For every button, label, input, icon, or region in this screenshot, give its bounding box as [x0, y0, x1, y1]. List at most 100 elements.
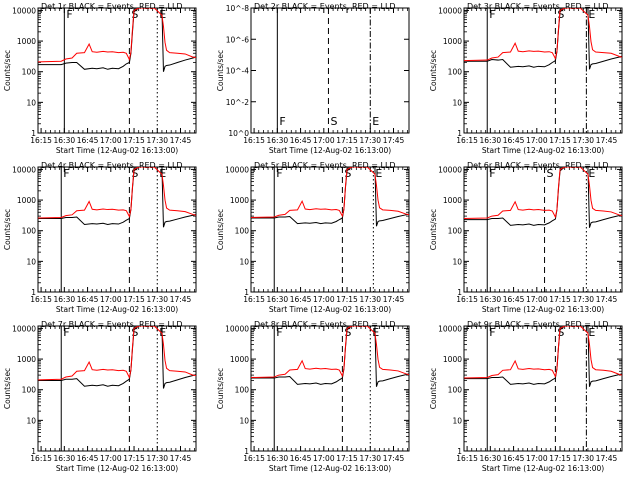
y-tick-label: 10^-2	[226, 98, 250, 107]
x-tick-label: 17:30	[146, 136, 168, 145]
x-tick-label: 16:45	[503, 136, 525, 145]
y-tick-label: 1000	[443, 355, 462, 364]
series-line-red-lld	[251, 326, 409, 379]
series-line-red-lld	[38, 167, 196, 219]
x-tick-label: 17:00	[526, 454, 548, 463]
x-tick-label: 16:15	[456, 295, 478, 304]
panel-title: Det 7r BLACK = Events, RED = LLD	[41, 320, 183, 329]
x-tick-label: 16:15	[243, 295, 265, 304]
x-tick-label: 17:00	[313, 295, 335, 304]
y-tick-label: 10	[452, 98, 462, 107]
x-tick-label: 17:45	[170, 454, 192, 463]
marker-label-f: F	[489, 8, 495, 21]
y-tick-label: 1	[457, 129, 462, 138]
y-tick-label: 100	[22, 386, 37, 395]
x-tick-label: 16:45	[503, 295, 525, 304]
marker-label-e: E	[159, 326, 166, 339]
marker-label-e: E	[372, 115, 379, 128]
series-line-red-lld	[38, 326, 196, 381]
y-tick-label: 10	[452, 416, 462, 425]
x-tick-label: 17:15	[336, 454, 358, 463]
panel-title: Det 2r BLACK = Events, RED = LLD	[254, 2, 396, 11]
series-line-black-events	[38, 8, 196, 72]
x-tick-label: 17:15	[123, 454, 145, 463]
x-tick-label: 16:15	[456, 454, 478, 463]
y-tick-label: 100	[448, 68, 463, 77]
y-tick-label: 10000	[438, 165, 462, 174]
x-tick-label: 17:15	[549, 454, 571, 463]
plot-frame	[250, 325, 410, 452]
x-tick-label: 16:30	[267, 454, 289, 463]
plot-frame	[37, 7, 197, 134]
marker-label-e: E	[375, 167, 382, 180]
y-tick-label: 10000	[438, 324, 462, 333]
x-tick-label: 17:15	[336, 295, 358, 304]
x-tick-label: 16:30	[54, 295, 76, 304]
panel-title: Det 6r BLACK = Events, RED = LLD	[467, 161, 609, 170]
y-tick-label: 10	[239, 416, 249, 425]
marker-label-e: E	[159, 8, 166, 21]
chart-panel-det-5: Det 5r BLACK = Events, RED = LLD 1 10 100 10…	[216, 161, 410, 314]
y-tick-label: 10000	[225, 324, 249, 333]
chart-panel-det-4: Det 4r BLACK = Events, RED = LLD 1 10 100 10…	[3, 161, 197, 314]
x-tick-label: 16:15	[30, 295, 52, 304]
x-tick-label: 17:00	[526, 295, 548, 304]
y-tick-label: 10^-6	[226, 35, 250, 44]
y-tick-label: 1	[457, 288, 462, 297]
x-tick-label: 16:45	[503, 454, 525, 463]
chart-panel-det-9: Det 9r BLACK = Events, RED = LLD 1 10 100 10…	[429, 320, 623, 473]
marker-label-e: E	[372, 326, 379, 339]
marker-label-s: S	[557, 326, 564, 339]
panel-title: Det 1r BLACK = Events, RED = LLD	[41, 2, 183, 11]
chart-panel-det-1: Det 1r BLACK = Events, RED = LLD 1 10 100 10…	[3, 2, 197, 155]
x-tick-label: 17:45	[383, 295, 405, 304]
y-tick-label: 1000	[443, 196, 462, 205]
series-line-red-lld	[251, 167, 409, 218]
x-tick-label: 17:00	[100, 454, 122, 463]
y-tick-label: 1	[457, 447, 462, 456]
x-tick-label: 17:00	[313, 136, 335, 145]
x-tick-label: 17:30	[146, 295, 168, 304]
x-axis-label: Start Time (12-Aug-02 16:13:00)	[482, 464, 604, 473]
plot-frame	[37, 166, 197, 293]
marker-label-e: E	[588, 8, 595, 21]
y-tick-label: 10000	[12, 6, 36, 15]
x-axis-label: Start Time (12-Aug-02 16:13:00)	[482, 146, 604, 155]
y-tick-label: 100	[448, 386, 463, 395]
x-tick-label: 16:15	[30, 136, 52, 145]
chart-panel-det-8: Det 8r BLACK = Events, RED = LLD 1 10 100 10…	[216, 320, 410, 473]
x-tick-label: 17:45	[170, 136, 192, 145]
panel-title: Det 8r BLACK = Events, RED = LLD	[254, 320, 396, 329]
y-tick-label: 1	[31, 447, 36, 456]
marker-label-s: S	[131, 326, 138, 339]
x-axis-label: Start Time (12-Aug-02 16:13:00)	[482, 305, 604, 314]
x-tick-label: 16:30	[480, 136, 502, 145]
y-axis-label: Counts/sec	[429, 368, 438, 409]
x-tick-label: 16:30	[267, 136, 289, 145]
y-axis-label: Counts/sec	[216, 368, 225, 409]
y-tick-label: 1	[244, 288, 249, 297]
marker-label-f: F	[66, 8, 72, 21]
y-tick-label: 1	[31, 129, 36, 138]
x-tick-label: 16:45	[77, 454, 99, 463]
x-tick-label: 16:30	[480, 295, 502, 304]
y-tick-label: 10000	[12, 324, 36, 333]
y-axis-label: Counts/sec	[216, 209, 225, 250]
marker-label-s: S	[330, 115, 337, 128]
x-tick-label: 17:00	[100, 295, 122, 304]
plot-frame	[463, 325, 623, 452]
y-tick-label: 10^0	[228, 129, 249, 138]
x-tick-label: 17:00	[526, 136, 548, 145]
x-tick-label: 17:45	[170, 295, 192, 304]
chart-panel-det-2: Det 2r BLACK = Events, RED = LLD 10^0 10^-…	[216, 2, 410, 155]
series-line-red-lld	[464, 167, 622, 220]
marker-label-e: E	[588, 326, 595, 339]
plot-frame	[37, 325, 197, 452]
series-line-red-lld	[464, 8, 622, 62]
marker-label-f: F	[279, 115, 285, 128]
x-tick-label: 17:30	[359, 295, 381, 304]
x-tick-label: 16:45	[290, 454, 312, 463]
y-tick-label: 100	[22, 227, 37, 236]
x-tick-label: 16:45	[290, 295, 312, 304]
